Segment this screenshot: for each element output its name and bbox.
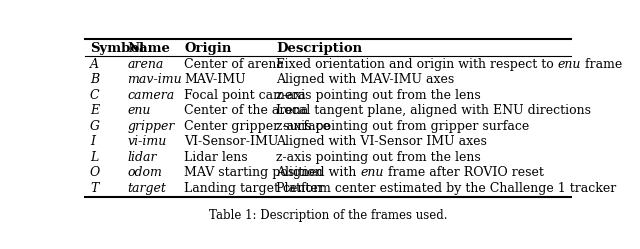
Text: arena: arena [127,58,163,71]
Text: enu: enu [360,166,383,180]
Text: Lidar lens: Lidar lens [184,151,248,164]
Text: z-axis pointing out from the lens: z-axis pointing out from the lens [276,151,481,164]
Text: T: T [90,182,99,195]
Text: odom: odom [127,166,162,180]
Text: L: L [90,151,98,164]
Text: E: E [90,104,99,117]
Text: Description: Description [276,42,362,55]
Text: Aligned with: Aligned with [276,166,360,180]
Text: Local tangent plane, aligned with ENU directions: Local tangent plane, aligned with ENU di… [276,104,591,117]
Text: MAV starting position: MAV starting position [184,166,323,180]
Text: C: C [90,89,100,102]
Text: lidar: lidar [127,151,157,164]
Text: Name: Name [127,42,170,55]
Text: O: O [90,166,100,180]
Text: Symbol: Symbol [90,42,144,55]
Text: mav-imu: mav-imu [127,73,182,86]
Text: Focal point camera: Focal point camera [184,89,306,102]
Text: frame: frame [581,58,622,71]
Text: Fixed orientation and origin with respect to: Fixed orientation and origin with respec… [276,58,557,71]
Text: enu: enu [557,58,581,71]
Text: vi-imu: vi-imu [127,135,166,148]
Text: Center gripper surface: Center gripper surface [184,120,330,133]
Text: Center of the arena: Center of the arena [184,104,308,117]
Text: I: I [90,135,95,148]
Text: MAV-IMU: MAV-IMU [184,73,246,86]
Text: Landing target center: Landing target center [184,182,324,195]
Text: gripper: gripper [127,120,175,133]
Text: B: B [90,73,99,86]
Text: Aligned with MAV-IMU axes: Aligned with MAV-IMU axes [276,73,454,86]
Text: target: target [127,182,166,195]
Text: frame after ROVIO reset: frame after ROVIO reset [383,166,543,180]
Text: z-axis pointing out from the lens: z-axis pointing out from the lens [276,89,481,102]
Text: Table 1: Description of the frames used.: Table 1: Description of the frames used. [209,209,447,222]
Text: Aligned with VI-Sensor IMU axes: Aligned with VI-Sensor IMU axes [276,135,487,148]
Text: z-axis pointing out from gripper surface: z-axis pointing out from gripper surface [276,120,529,133]
Text: VI-Sensor-IMU: VI-Sensor-IMU [184,135,278,148]
Text: camera: camera [127,89,174,102]
Text: Origin: Origin [184,42,232,55]
Text: A: A [90,58,99,71]
Text: enu: enu [127,104,150,117]
Text: Center of arena: Center of arena [184,58,284,71]
Text: Platform center estimated by the Challenge 1 tracker: Platform center estimated by the Challen… [276,182,616,195]
Text: G: G [90,120,100,133]
